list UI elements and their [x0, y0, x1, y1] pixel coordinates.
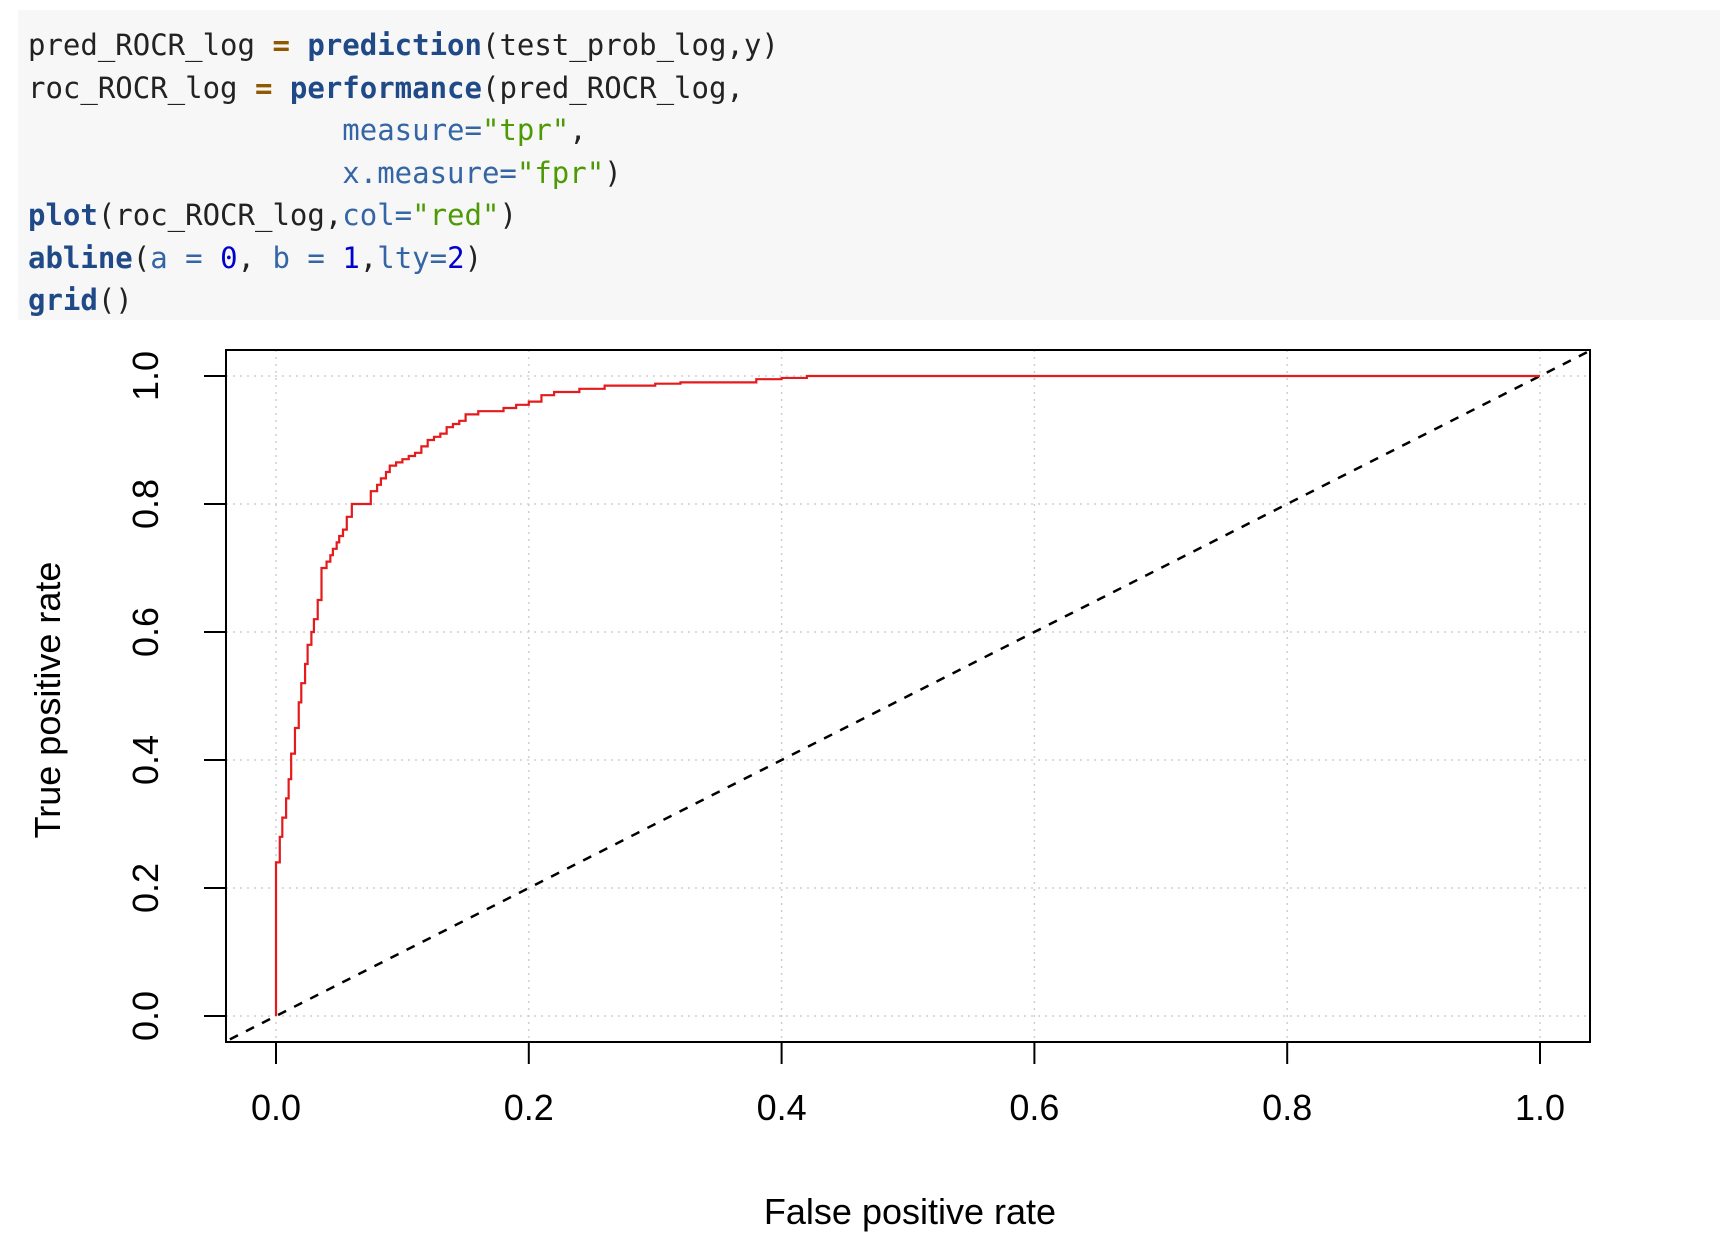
code-line: roc_ROCR_log = performance(pred_ROCR_log…: [28, 67, 1710, 110]
code-line: pred_ROCR_log = prediction(test_prob_log…: [28, 24, 1710, 67]
code-token: [28, 113, 342, 147]
y-tick-label: 0.0: [125, 991, 166, 1041]
code-token: [28, 156, 342, 190]
x-tick-label: 0.2: [504, 1087, 554, 1128]
code-token: roc_ROCR_log: [28, 70, 255, 105]
y-axis: 0.0 0.2 0.4 0.6 0.8 1.0: [125, 351, 226, 1041]
y-axis-label: True positive rate: [27, 562, 68, 839]
reference-line: [226, 350, 1590, 1042]
code-token: (roc_ROCR_log,: [97, 198, 343, 232]
code-token: ): [604, 155, 622, 190]
code-token: performance: [289, 70, 482, 105]
y-tick-label: 0.8: [125, 479, 166, 529]
plot-frame: [225, 349, 1591, 1043]
roc-curve: [274, 374, 1540, 1016]
code-token: ,: [359, 240, 378, 275]
code-token: 0: [220, 240, 238, 275]
code-line: measure="tpr",: [28, 109, 1710, 152]
code-token: measure=: [342, 113, 482, 147]
y-tick-label: 1.0: [125, 351, 166, 401]
code-token: x.measure=: [342, 155, 517, 190]
code-token: ,: [237, 240, 273, 275]
y-tick-label: 0.4: [125, 735, 166, 785]
code-token: b =: [272, 240, 343, 275]
code-token: pred_ROCR_log: [28, 28, 273, 62]
code-line: x.measure="fpr"): [28, 152, 1710, 195]
x-axis: 0.0 0.2 0.4 0.6 0.8 1.0: [251, 1042, 1565, 1128]
code-token: prediction: [307, 28, 482, 62]
code-token: (test_prob_log,y): [481, 28, 779, 62]
code-token: col=: [342, 198, 413, 232]
code-token: 1: [342, 240, 360, 275]
code-line: grid(): [28, 279, 1710, 322]
code-token: ,: [569, 113, 587, 147]
code-token: "fpr": [516, 155, 605, 190]
x-tick-label: 0.6: [1009, 1087, 1059, 1128]
code-token: grid: [28, 283, 98, 317]
code-token: ): [464, 240, 483, 275]
code-token: ): [499, 198, 517, 232]
y-tick-label: 0.2: [125, 863, 166, 913]
code-token: =: [254, 70, 273, 105]
code-line: abline(a = 0, b = 1,lty=2): [28, 237, 1710, 280]
code-line: plot(roc_ROCR_log,col="red"): [28, 194, 1710, 237]
code-token: a =: [150, 240, 221, 275]
y-tick-label: 0.6: [125, 607, 166, 657]
code-token: plot: [28, 198, 98, 232]
code-token: (pred_ROCR_log,: [481, 70, 744, 105]
code-block: pred_ROCR_log = prediction(test_prob_log…: [18, 10, 1720, 320]
x-tick-label: 0.4: [757, 1087, 807, 1128]
code-token: lty=: [377, 240, 448, 275]
x-tick-label: 0.8: [1262, 1087, 1312, 1128]
diagonal-reference-line: [226, 350, 1590, 1042]
code-token: (): [97, 283, 133, 317]
code-token: "red": [412, 198, 500, 232]
code-token: 2: [447, 240, 465, 275]
x-tick-label: 0.0: [251, 1087, 301, 1128]
code-token: abline: [28, 240, 133, 275]
code-token: "tpr": [481, 113, 570, 147]
roc-plot: 0.0 0.2 0.4 0.6 0.8 1.0 0.0 0.2 0.4 0.6 0.8 1.0 Fa…: [27, 349, 1591, 1232]
code-token: (: [132, 240, 151, 275]
code-token: =: [272, 28, 290, 62]
x-tick-label: 1.0: [1515, 1087, 1565, 1128]
x-axis-label: False positive rate: [764, 1191, 1056, 1232]
code-token: [290, 28, 307, 62]
roc-curve-line: [274, 374, 1540, 1016]
code-token: [272, 71, 289, 105]
